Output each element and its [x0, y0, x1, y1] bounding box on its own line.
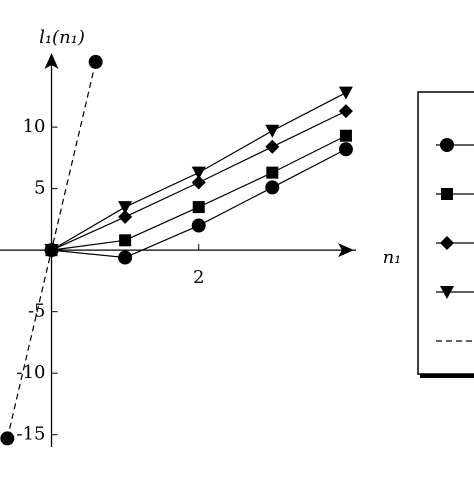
legend-marker: [440, 236, 454, 250]
marker: [191, 166, 206, 180]
marker: [338, 86, 353, 100]
legend-marker: [440, 286, 454, 299]
marker: [118, 250, 133, 265]
marker: [265, 180, 280, 195]
marker: [191, 218, 206, 233]
x-axis-label: n₁: [383, 247, 402, 268]
marker: [191, 175, 206, 190]
y-tick-label: 5: [34, 178, 45, 199]
legend-marker: [440, 138, 454, 152]
marker: [339, 129, 352, 142]
marker: [0, 431, 15, 446]
series-line: [6, 61, 97, 439]
legend-box: [417, 91, 474, 375]
marker: [338, 104, 353, 119]
marker: [265, 124, 280, 138]
y-tick-label: -15: [17, 424, 46, 445]
y-axis-label: l₁(n₁): [39, 27, 85, 48]
legend: [417, 91, 474, 378]
marker: [118, 209, 133, 224]
marker: [119, 234, 132, 247]
marker: [338, 142, 353, 157]
x-tick-label: 2: [193, 267, 204, 288]
y-tick-label: -10: [17, 362, 46, 383]
marker: [266, 166, 279, 179]
marker: [118, 201, 133, 215]
series-line: [51, 135, 347, 251]
legend-marker: [441, 188, 453, 200]
y-tick-label: 10: [23, 116, 46, 137]
marker: [192, 201, 205, 214]
marker: [265, 139, 280, 154]
marker: [88, 54, 103, 69]
y-axis-arrow: [44, 53, 59, 69]
x-axis-arrow: [338, 243, 354, 258]
